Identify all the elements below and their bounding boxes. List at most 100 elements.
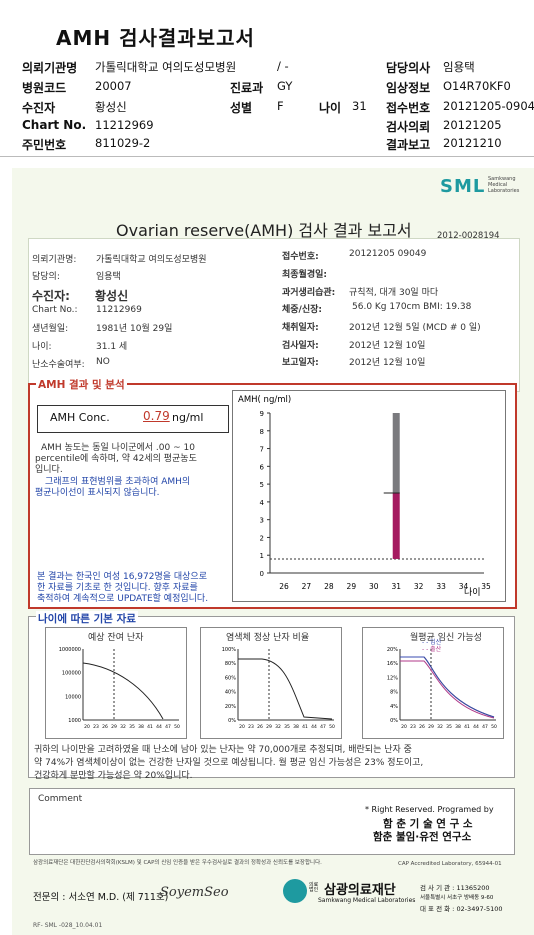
x-tick-label: 44 [473, 724, 479, 730]
header-value: 임용택 [443, 60, 475, 74]
header-value: 31 [352, 99, 367, 113]
x-tick-label: 26 [419, 724, 425, 730]
x-tick-label: 38 [455, 724, 461, 730]
header-key: 의뢰기관명 [22, 61, 78, 75]
disclaimer-line-3: 축적하여 계속적으로 UPDATE할 예정입니다. [37, 594, 209, 604]
x-tick-label: 30 [369, 582, 379, 591]
comment-label: Comment [38, 794, 83, 804]
foundation-prefix: 의료 법인 [309, 882, 319, 893]
basic-data-title: 나이에 따른 기본 자료 [36, 611, 138, 626]
x-tick-label: 44 [156, 724, 162, 730]
x-tick-label: 23 [93, 724, 99, 730]
x-tick-label: 44 [311, 724, 317, 730]
x-tick-label: 32 [120, 724, 126, 730]
field-value: 가톨릭대학교 여의도성모병원 [96, 255, 207, 265]
y-tick-label: 100000 [62, 671, 81, 677]
field-label: 채취일자: [282, 323, 319, 333]
x-tick-label: 28 [324, 582, 334, 591]
y-tick-label: 80% [225, 661, 236, 667]
curve [82, 662, 164, 720]
form-code: RF- SML -028_10.04.01 [33, 922, 103, 929]
field-label: 생년월일: [32, 324, 69, 334]
x-tick-label: 33 [436, 582, 446, 591]
amh-chart-frame [232, 390, 506, 602]
y-tick-label: 16% [387, 661, 398, 667]
x-tick-label: 35 [284, 724, 290, 730]
header-key: 결과보고 [386, 138, 431, 152]
y-tick-label: 1 [260, 552, 264, 560]
reg-line-2: 서울특별시 서초구 방배동 9-60 [420, 895, 494, 901]
curve [238, 658, 333, 720]
y-tick-label: 5 [260, 481, 264, 489]
x-tick-label: 26 [257, 724, 263, 730]
summary-line-2: 약 74%가 염색체이상이 없는 건강한 난자일 것으로 예상됩니다. 월 평균… [34, 758, 424, 768]
y-tick-label: 20% [387, 647, 398, 653]
x-tick-label: 35 [446, 724, 452, 730]
field-label: Chart No.: [32, 305, 78, 315]
header-key: 검사의뢰 [386, 120, 431, 134]
y-tick-label: 6 [260, 463, 265, 471]
x-tick-label: 50 [491, 724, 497, 730]
analysis-line-2: percentile에 속하며, 약 42세의 평균농도 [35, 454, 197, 464]
x-tick-label: 26 [102, 724, 108, 730]
sheet-title: Ovarian reserve(AMH) 검사 결과 보고서 [116, 221, 412, 240]
header-value: 20007 [95, 79, 132, 93]
x-tick-label: 20 [84, 724, 90, 730]
divider [0, 156, 534, 157]
header-value: 20121210 [443, 136, 502, 150]
field-value: 56.0 Kg 170cm BMI: 19.38 [352, 302, 472, 312]
result-section-title: AMH 결과 및 분석 [36, 377, 127, 392]
rights-text: * Right Reserved. Programed by [365, 805, 494, 814]
header-key: 성별 [230, 101, 253, 115]
x-tick-label: 38 [293, 724, 299, 730]
header-value: 20121205 [443, 118, 502, 132]
x-tick-label: 35 [129, 724, 135, 730]
foundation-logo-icon [283, 879, 307, 903]
legend-birth: - - 출산 [422, 645, 442, 653]
x-tick-label: 20 [239, 724, 245, 730]
x-tick-label: 35 [481, 582, 491, 591]
header-key: 나이 [319, 101, 342, 115]
field-value: 20121205 09049 [349, 249, 427, 259]
header-value: 가톨릭대학교 여의도성모병원 [95, 60, 237, 74]
x-tick-label: 47 [482, 724, 488, 730]
lab-name-1: 함 춘 기 술 연 구 소 [383, 818, 473, 830]
summary-line-1: 귀하의 나이만을 고려하였을 때 난소에 남아 있는 난자는 약 70,000개… [34, 745, 412, 755]
field-label: 의뢰기관명: [32, 255, 77, 265]
header-key: Chart No. [22, 118, 87, 132]
legend-pregnancy: - - 임신 [422, 638, 441, 646]
amh-unit: ng/ml [172, 411, 204, 424]
header-key: 수진자 [22, 101, 56, 115]
x-tick-label: 41 [302, 724, 308, 730]
y-tick-label: 10000 [65, 694, 81, 700]
disclaimer-line-2: 한 자료를 기초로 한 것입니다. 향후 자료를 [37, 583, 198, 593]
header-value: / - [277, 59, 289, 73]
header-key: 접수번호 [386, 101, 431, 115]
analysis-line-4: 그래프의 표현범위를 초과하여 AMH의 [45, 477, 191, 487]
y-tick-label: 8 [260, 428, 264, 436]
reg-line-1: 검 사 기 관 : 11365200 [420, 884, 490, 892]
analysis-line-5: 평균나이선이 표시되지 않습니다. [35, 488, 160, 498]
y-tick-label: 0% [228, 718, 236, 724]
y-tick-label: 12% [387, 675, 398, 681]
x-tick-label: 27 [302, 582, 312, 591]
field-value: 11212969 [96, 305, 142, 315]
field-label: 보고일자: [282, 358, 319, 368]
summary-line-3: 건강하게 분만할 가능성은 약 20%입니다. [34, 771, 193, 781]
y-tick-label: 7 [260, 446, 264, 454]
percentile-bar-upper [392, 413, 400, 493]
x-tick-label: 50 [174, 724, 180, 730]
field-value: NO [96, 357, 110, 367]
analysis-line-3: 입니다. [35, 465, 63, 475]
x-tick-label: 29 [111, 724, 117, 730]
cap-accreditation: CAP Accredited Laboratory, 65944-01 [398, 861, 502, 867]
y-tick-label: 3 [260, 517, 264, 525]
disclaimer-line-1: 본 결과는 한국인 여성 16,972명을 대상으로 [37, 572, 207, 582]
y-tick-label: 4% [390, 704, 398, 710]
y-tick-label: 1000 [68, 718, 81, 724]
field-label: 수진자: [32, 289, 70, 303]
y-tick-label: 40% [225, 690, 236, 696]
x-tick-label: 47 [320, 724, 326, 730]
x-tick-label: 32 [414, 582, 424, 591]
